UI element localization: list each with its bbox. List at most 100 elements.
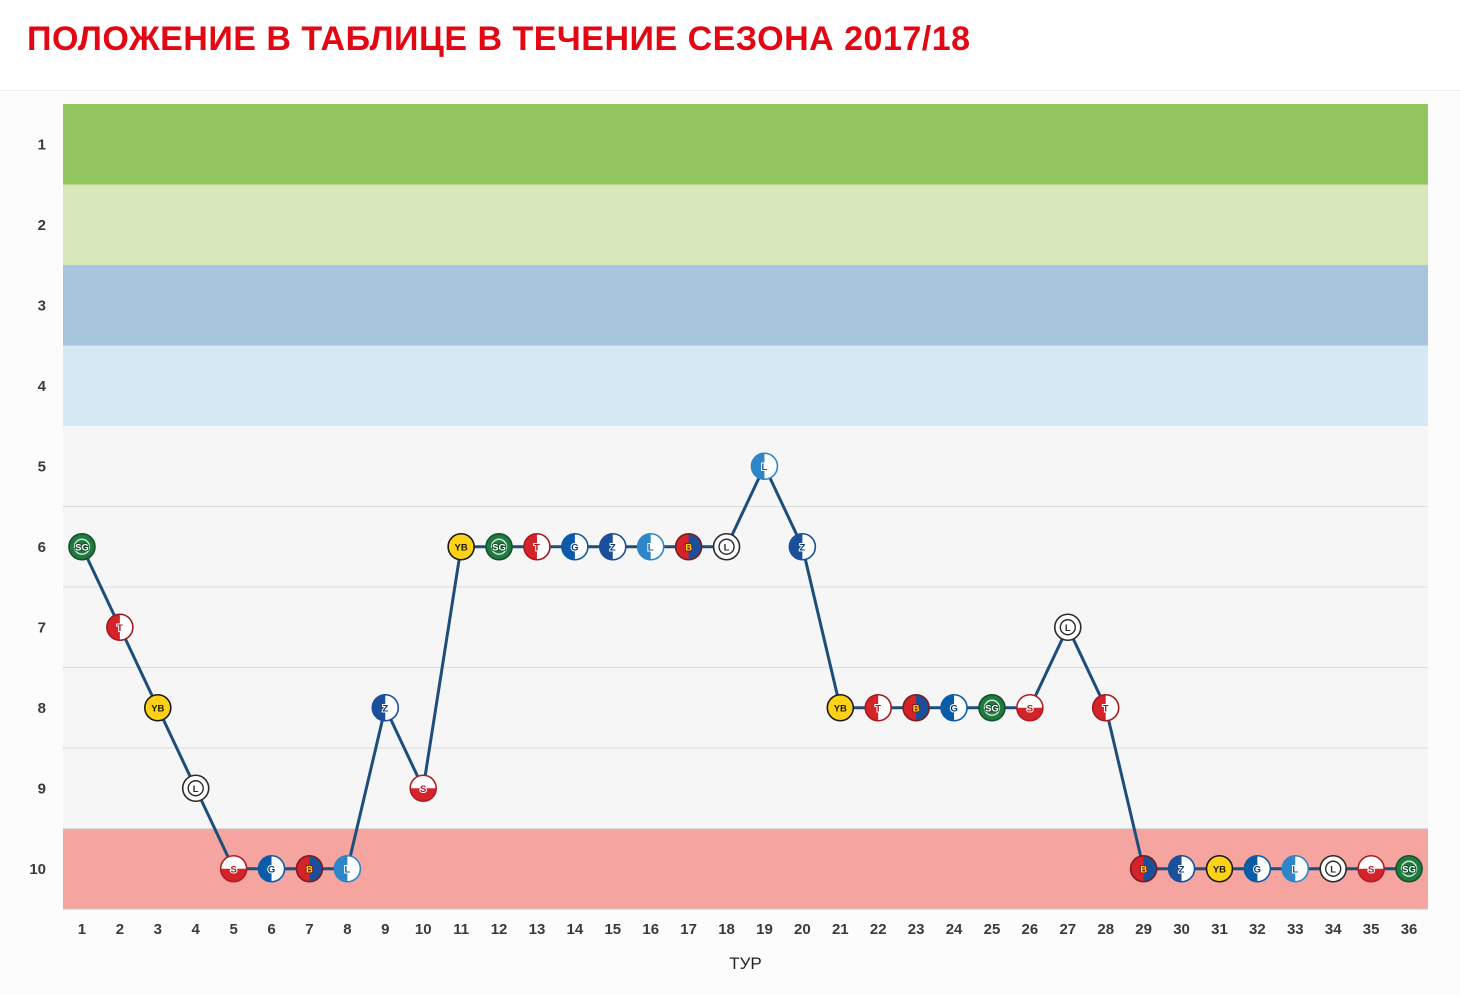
svg-text:YB: YB	[455, 542, 468, 553]
x-tick-label: 1	[78, 921, 86, 938]
chart-header: ПОЛОЖЕНИЕ В ТАБЛИЦЕ В ТЕЧЕНИЕ СЕЗОНА 201…	[0, 0, 1460, 90]
x-tick-label: 18	[718, 921, 735, 938]
svg-text:Z: Z	[799, 542, 805, 553]
svg-text:G: G	[950, 703, 957, 714]
x-axis-title: ТУР	[729, 954, 762, 973]
x-tick-label: 3	[154, 921, 162, 938]
x-tick-label: 24	[946, 921, 963, 938]
x-tick-label: 4	[192, 921, 201, 938]
club-badge-lugano: L	[712, 532, 741, 561]
svg-text:B: B	[1140, 864, 1147, 875]
club-badge-lugano: L	[1319, 854, 1348, 883]
x-tick-label: 32	[1249, 921, 1266, 938]
club-badge-sion: S	[1357, 854, 1385, 883]
chart-title: ПОЛОЖЕНИЕ В ТАБЛИЦЕ В ТЕЧЕНИЕ СЕЗОНА 201…	[27, 20, 971, 58]
x-tick-label: 2	[116, 921, 124, 938]
club-badge-basel: B	[295, 854, 324, 883]
svg-text:S: S	[420, 784, 426, 795]
club-badge-sion: S	[409, 774, 438, 803]
x-tick-label: 26	[1022, 921, 1039, 938]
band-position-9	[63, 748, 1428, 829]
svg-text:Z: Z	[610, 542, 616, 553]
x-tick-label: 23	[908, 921, 925, 938]
club-badge-grasshopper: G	[1243, 854, 1272, 883]
svg-text:L: L	[193, 784, 199, 795]
svg-text:G: G	[1254, 864, 1261, 875]
svg-text:L: L	[1292, 864, 1298, 875]
band-position-1	[63, 104, 1428, 185]
club-badge-st_gallen: SG	[485, 532, 513, 561]
x-tick-label: 6	[267, 921, 275, 938]
band-position-8	[63, 667, 1428, 748]
club-badge-st_gallen: SG	[68, 532, 96, 561]
x-tick-label: 21	[832, 921, 849, 938]
y-tick-label: 4	[38, 378, 47, 395]
svg-text:S: S	[230, 864, 236, 875]
x-tick-label: 28	[1097, 921, 1114, 938]
svg-text:YB: YB	[834, 703, 847, 714]
svg-text:L: L	[1065, 623, 1071, 634]
club-badge-young_boys: YB	[1205, 854, 1234, 883]
club-badge-zurich: Z	[371, 693, 400, 722]
y-tick-label: 7	[38, 619, 46, 636]
x-tick-label: 8	[343, 921, 351, 938]
svg-text:S: S	[1368, 864, 1374, 875]
y-tick-label: 3	[38, 297, 46, 314]
club-badge-basel: B	[1129, 854, 1158, 883]
club-badge-thun: T	[1091, 693, 1120, 722]
club-badge-luzern: L	[750, 452, 779, 481]
x-tick-label: 34	[1325, 921, 1342, 938]
club-badge-luzern: L	[636, 532, 665, 561]
club-badge-sion: S	[219, 854, 248, 883]
club-badge-young_boys: YB	[447, 532, 475, 561]
club-badge-st_gallen: SG	[1395, 854, 1423, 883]
x-tick-label: 17	[680, 921, 697, 938]
svg-text:L: L	[648, 542, 654, 553]
club-badge-young_boys: YB	[826, 693, 855, 722]
svg-text:SG: SG	[492, 542, 506, 553]
x-tick-label: 16	[642, 921, 659, 938]
y-tick-label: 5	[38, 458, 46, 475]
club-badge-young_boys: YB	[143, 693, 172, 722]
svg-text:L: L	[762, 462, 768, 473]
svg-text:L: L	[1330, 864, 1336, 875]
svg-text:L: L	[724, 542, 730, 553]
svg-text:T: T	[875, 703, 881, 714]
band-position-6	[63, 506, 1428, 587]
y-tick-label: 9	[38, 780, 46, 797]
x-tick-label: 15	[604, 921, 621, 938]
club-badge-lugano: L	[181, 774, 210, 803]
club-badge-luzern: L	[1281, 854, 1310, 883]
x-tick-label: 11	[453, 921, 469, 938]
x-tick-label: 12	[491, 921, 508, 938]
chart-area: SG T YB L S G B L Z S YB SG T G Z L B L L Z YB T B G SG S L T B Z YB G L…	[0, 90, 1460, 995]
svg-text:B: B	[913, 703, 920, 714]
x-tick-label: 20	[794, 921, 811, 938]
club-badge-grasshopper: G	[561, 532, 589, 561]
club-badge-zurich: Z	[598, 532, 627, 561]
x-tick-label: 35	[1363, 921, 1380, 938]
club-badge-luzern: L	[333, 854, 362, 883]
svg-text:T: T	[117, 623, 123, 634]
svg-text:T: T	[1103, 703, 1109, 714]
band-position-7	[63, 587, 1428, 668]
x-tick-label: 25	[984, 921, 1001, 938]
x-tick-label: 27	[1059, 921, 1076, 938]
x-tick-label: 10	[415, 921, 432, 938]
svg-text:B: B	[306, 864, 313, 875]
svg-text:YB: YB	[151, 703, 164, 714]
club-badge-st_gallen: SG	[978, 693, 1006, 722]
svg-text:G: G	[571, 542, 578, 553]
club-badge-zurich: Z	[1167, 854, 1196, 883]
x-tick-label: 19	[756, 921, 773, 938]
club-badge-lugano: L	[1053, 613, 1082, 642]
y-tick-label: 10	[29, 861, 46, 878]
x-tick-label: 14	[567, 921, 584, 938]
x-tick-label: 29	[1135, 921, 1152, 938]
band-position-5	[63, 426, 1428, 507]
club-badge-thun: T	[106, 613, 134, 642]
x-tick-label: 22	[870, 921, 887, 938]
